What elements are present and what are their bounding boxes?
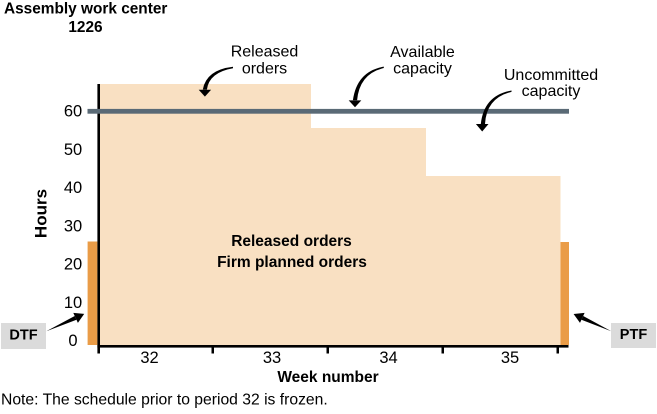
- svg-text:0: 0: [68, 332, 77, 350]
- svg-text:30: 30: [64, 218, 82, 236]
- svg-text:33: 33: [263, 349, 281, 367]
- svg-text:10: 10: [64, 294, 82, 312]
- svg-text:35: 35: [501, 349, 519, 367]
- svg-text:50: 50: [64, 141, 82, 159]
- svg-text:Released: Released: [231, 44, 299, 61]
- svg-text:PTF: PTF: [620, 327, 648, 343]
- svg-text:Assembly work center: Assembly work center: [4, 1, 167, 18]
- svg-text:Hours: Hours: [32, 189, 51, 238]
- svg-text:Released orders: Released orders: [231, 233, 352, 250]
- svg-text:capacity: capacity: [393, 60, 452, 77]
- svg-text:1226: 1226: [68, 19, 102, 36]
- svg-text:DTF: DTF: [9, 328, 37, 344]
- svg-text:40: 40: [64, 179, 82, 197]
- svg-text:orders: orders: [242, 61, 287, 78]
- svg-text:34: 34: [379, 349, 397, 367]
- svg-text:Note: The schedule prior to pe: Note: The schedule prior to period 32 is…: [1, 392, 328, 409]
- svg-text:capacity: capacity: [522, 83, 581, 100]
- svg-text:32: 32: [140, 349, 158, 367]
- svg-text:Firm planned orders: Firm planned orders: [217, 254, 367, 271]
- svg-text:60: 60: [64, 103, 82, 121]
- svg-text:Available: Available: [390, 44, 455, 61]
- svg-text:20: 20: [64, 256, 82, 274]
- svg-text:Week number: Week number: [277, 369, 378, 386]
- svg-text:Uncommitted: Uncommitted: [504, 67, 598, 84]
